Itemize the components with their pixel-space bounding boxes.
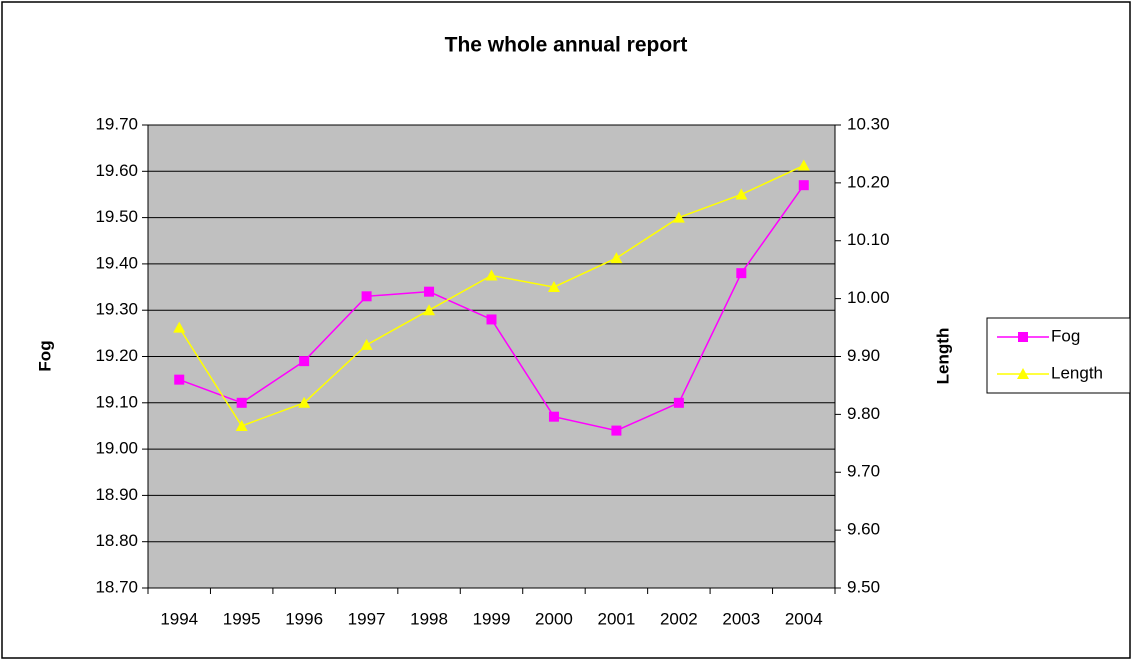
- legend-marker: [1017, 368, 1029, 379]
- chart-title: The whole annual report: [445, 34, 688, 57]
- data-point: [672, 211, 685, 223]
- y2-tick-label: 10.20: [847, 172, 890, 191]
- y2-tick-label: 10.10: [847, 230, 890, 249]
- data-point: [735, 188, 748, 200]
- y-tick-label: 19.40: [95, 253, 138, 272]
- x-tick-label: 1995: [223, 609, 261, 628]
- y2-tick-label: 9.60: [847, 520, 880, 539]
- x-tick-label: 1994: [160, 609, 198, 628]
- data-point: [485, 269, 498, 281]
- x-tick-label: 1997: [348, 609, 386, 628]
- x-tick-label: 2000: [535, 609, 573, 628]
- x-tick-label: 2003: [722, 609, 760, 628]
- data-point: [673, 397, 684, 408]
- y-tick-label: 19.50: [95, 207, 138, 226]
- data-point: [173, 321, 186, 333]
- y2-axis-title: Length: [933, 328, 952, 385]
- y-tick-label: 18.70: [95, 577, 138, 596]
- legend: [986, 317, 1131, 394]
- data-point: [736, 268, 747, 279]
- x-tick-label: 1998: [410, 609, 448, 628]
- y-tick-label: 19.20: [95, 346, 138, 365]
- y-tick-label: 19.70: [95, 114, 138, 133]
- y-tick-label: 18.90: [95, 485, 138, 504]
- data-point: [610, 252, 623, 264]
- y-tick-label: 19.10: [95, 392, 138, 411]
- data-point: [611, 425, 622, 436]
- x-tick-label: 2001: [597, 609, 635, 628]
- data-point: [236, 397, 247, 408]
- data-point: [299, 356, 310, 367]
- y-tick-label: 18.80: [95, 531, 138, 550]
- y2-tick-label: 10.30: [847, 114, 890, 133]
- legend-marker: [1018, 332, 1028, 342]
- data-point: [798, 180, 809, 191]
- y2-tick-label: 9.70: [847, 462, 880, 481]
- data-point: [486, 314, 497, 325]
- data-point: [174, 374, 185, 385]
- y-tick-label: 19.00: [95, 439, 138, 458]
- y2-tick-label: 9.50: [847, 577, 880, 596]
- data-point: [298, 396, 311, 408]
- y2-tick-label: 10.00: [847, 288, 890, 307]
- data-point: [360, 338, 373, 350]
- x-tick-label: 2004: [785, 609, 823, 628]
- data-point: [235, 419, 248, 431]
- y-axis-title: Fog: [35, 340, 54, 371]
- x-tick-label: 2002: [660, 609, 698, 628]
- x-tick-label: 1999: [473, 609, 511, 628]
- data-point: [361, 291, 372, 302]
- y-tick-label: 19.60: [95, 161, 138, 180]
- data-point: [423, 304, 436, 316]
- y2-tick-label: 9.90: [847, 346, 880, 365]
- data-point: [424, 286, 435, 297]
- data-point: [797, 159, 810, 171]
- data-point: [547, 281, 560, 293]
- legend-label: Length: [1051, 363, 1103, 382]
- x-tick-label: 1996: [285, 609, 323, 628]
- y-tick-label: 19.30: [95, 300, 138, 319]
- legend-label: Fog: [1051, 326, 1080, 345]
- y2-tick-label: 9.80: [847, 404, 880, 423]
- data-point: [548, 411, 559, 422]
